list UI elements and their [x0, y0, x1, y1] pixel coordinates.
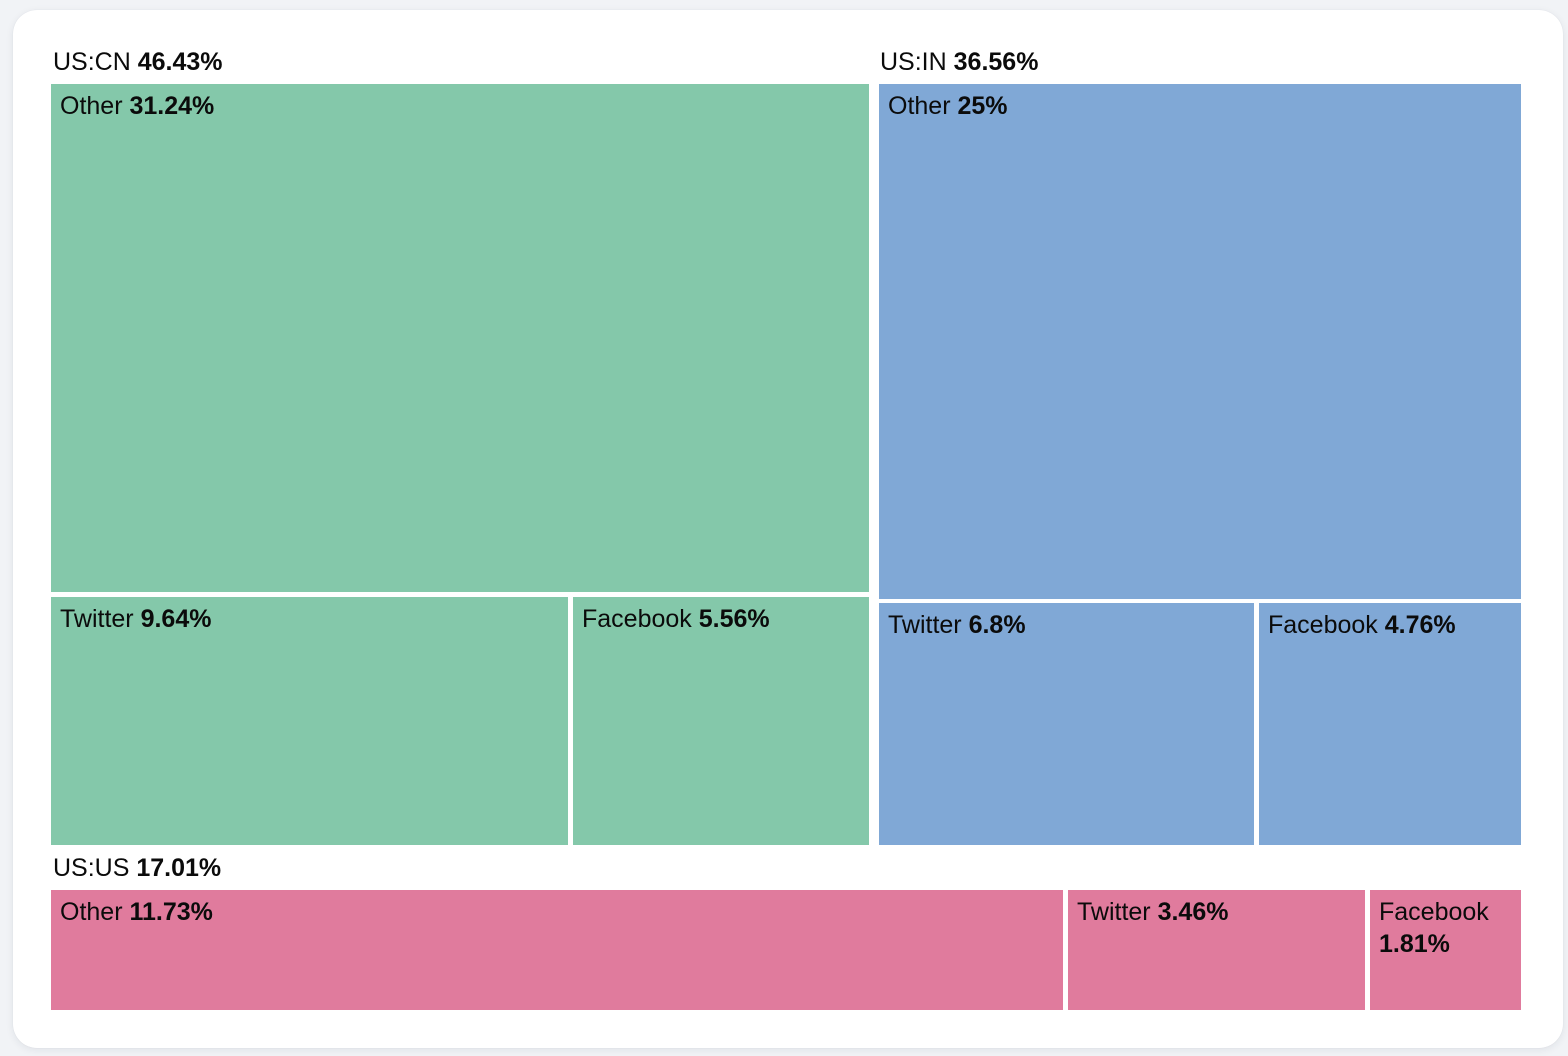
tile-label: Twitter: [888, 611, 962, 639]
tile-value: 1.81%: [1379, 930, 1450, 958]
tile-value: 31.24%: [129, 92, 215, 120]
tile-us-cn-twitter[interactable]: Twitter 9.64%: [51, 597, 568, 845]
tile-label: Facebook: [1268, 611, 1378, 639]
tile-value: 6.8%: [968, 611, 1026, 639]
tile-us-us-facebook[interactable]: Facebook 1.81%: [1370, 890, 1521, 1010]
group-value: 17.01%: [136, 854, 222, 882]
tile-us-us-twitter[interactable]: Twitter 3.46%: [1068, 890, 1365, 1010]
tile-us-in-facebook[interactable]: Facebook 4.76%: [1259, 603, 1521, 845]
tile-value: 3.46%: [1157, 898, 1229, 926]
tile-label: Other: [60, 898, 123, 926]
group-label: US:US: [53, 854, 130, 882]
tile-value: 25%: [957, 92, 1008, 120]
tile-value: 11.73%: [129, 898, 213, 926]
group-label: US:IN: [880, 48, 947, 76]
tile-label: Other: [888, 92, 951, 120]
tile-label: Facebook: [582, 605, 692, 633]
tile-us-cn-facebook[interactable]: Facebook 5.56%: [573, 597, 869, 845]
tile-us-in-other[interactable]: Other 25%: [879, 84, 1521, 599]
tile-value: 4.76%: [1384, 611, 1456, 639]
tile-label: Other: [60, 92, 123, 120]
tile-label: Facebook: [1379, 898, 1489, 926]
tile-value: 9.64%: [140, 605, 212, 633]
group-header-us-in[interactable]: US:IN 36.56%: [880, 46, 1038, 78]
tile-us-in-twitter[interactable]: Twitter 6.8%: [879, 603, 1254, 845]
tile-us-us-other[interactable]: Other 11.73%: [51, 890, 1063, 1010]
tile-value: 5.56%: [698, 605, 770, 633]
group-header-us-cn[interactable]: US:CN 46.43%: [53, 46, 223, 78]
tile-label: Twitter: [1077, 898, 1151, 926]
group-header-us-us[interactable]: US:US 17.01%: [53, 852, 221, 884]
group-value: 46.43%: [137, 48, 223, 76]
group-value: 36.56%: [953, 48, 1039, 76]
tile-label: Twitter: [60, 605, 134, 633]
treemap-card: US:CN 46.43% Other 31.24% Twitter 9.64% …: [13, 10, 1563, 1048]
tile-us-cn-other[interactable]: Other 31.24%: [51, 84, 869, 592]
group-label: US:CN: [53, 48, 131, 76]
